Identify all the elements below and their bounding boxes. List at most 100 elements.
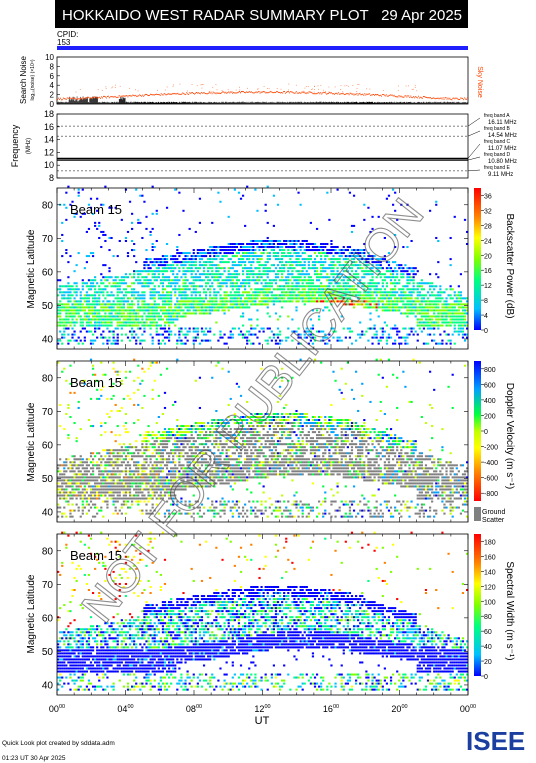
heatmap-cell <box>293 288 296 291</box>
heatmap-cell <box>389 297 393 300</box>
heatmap-cell <box>334 330 337 333</box>
heatmap-cell <box>139 221 142 224</box>
sky-noise-scatter <box>227 89 229 91</box>
heatmap-cell <box>359 249 362 252</box>
sky-noise-point <box>266 91 268 93</box>
heatmap-cell <box>211 261 214 264</box>
heatmap-cell <box>408 279 411 282</box>
heatmap-cell <box>297 327 300 330</box>
sky-noise-scatter <box>358 84 360 86</box>
heatmap-cell <box>163 270 167 273</box>
heatmap-cell <box>291 297 294 300</box>
heatmap-cell <box>217 267 220 270</box>
heatmap-cell <box>291 243 294 246</box>
heatmap-cell <box>328 252 331 255</box>
heatmap-cell <box>439 309 442 312</box>
sky-noise-scatter <box>340 85 342 87</box>
heatmap-cell <box>248 246 251 249</box>
heatmap-cell <box>192 285 195 288</box>
heatmap-cell <box>141 294 144 297</box>
heatmap-cell <box>100 306 103 309</box>
heatmap-cell <box>383 276 386 279</box>
heatmap-cell <box>235 270 239 273</box>
heatmap-cell <box>153 318 156 321</box>
heatmap-cell <box>170 318 173 321</box>
heatmap-cell <box>449 342 452 345</box>
heatmap-cell <box>363 294 366 297</box>
heatmap-cell <box>305 294 308 297</box>
sky-noise-point <box>177 92 179 94</box>
heatmap-cell <box>404 264 407 267</box>
heatmap-cell <box>211 221 214 224</box>
heatmap-cell <box>268 300 271 303</box>
heatmap-cell <box>157 315 160 318</box>
heatmap-cell <box>118 297 121 300</box>
heatmap-cell <box>406 246 409 249</box>
heatmap-cell <box>165 279 169 282</box>
heatmap-cell <box>190 282 193 285</box>
heatmap-cell <box>178 336 181 339</box>
heatmap-cell <box>192 264 195 267</box>
heatmap-cell <box>281 306 284 309</box>
heatmap-cell <box>182 252 185 255</box>
sky-noise-point <box>98 97 100 99</box>
heatmap-cell <box>418 321 421 324</box>
sky-noise-point <box>400 95 402 97</box>
heatmap-cell <box>59 318 62 321</box>
heatmap-cell <box>326 243 329 246</box>
heatmap-cell <box>122 276 125 279</box>
heatmap-cell <box>461 297 465 300</box>
sky-noise-label: Sky Noise <box>476 66 483 98</box>
heatmap-cell <box>221 285 224 288</box>
sky-noise-point <box>337 92 339 94</box>
heatmap-cell <box>120 339 123 342</box>
heatmap-cell <box>198 312 202 315</box>
heatmap-cell <box>461 306 465 309</box>
heatmap-cell <box>83 212 86 215</box>
sky-noise-point <box>379 94 381 96</box>
heatmap-cell <box>139 279 142 282</box>
heatmap-cell <box>143 303 146 306</box>
heatmap-cell <box>357 282 360 285</box>
sky-noise-point <box>390 94 392 96</box>
heatmap-cell <box>246 243 249 246</box>
heatmap-cell <box>394 327 397 330</box>
heatmap-cell <box>250 324 253 327</box>
sky-noise-point <box>96 97 98 99</box>
heatmap-cell <box>246 336 249 339</box>
heatmap-cell <box>256 294 259 297</box>
heatmap-cell <box>188 306 191 309</box>
sky-noise-point <box>331 93 333 95</box>
heatmap-cell <box>449 324 452 327</box>
heatmap-cell <box>400 264 403 267</box>
heatmap-cell <box>369 282 372 285</box>
heatmap-cell <box>98 318 101 321</box>
heatmap-cell <box>272 288 276 291</box>
heatmap-cell <box>268 239 271 242</box>
heatmap-cell <box>59 300 62 303</box>
heatmap-cell <box>116 309 119 312</box>
heatmap-cell <box>239 249 243 252</box>
heatmap-cell <box>143 291 146 294</box>
heatmap-cell <box>387 300 391 303</box>
heatmap-cell <box>241 255 245 258</box>
heatmap-cell <box>231 288 234 291</box>
heatmap-cell <box>65 309 68 312</box>
heatmap-cell <box>239 243 243 246</box>
heatmap-cell <box>283 279 286 282</box>
heatmap-cell <box>135 318 138 321</box>
sky-noise-point <box>278 92 280 94</box>
heatmap-cell <box>104 285 107 288</box>
heatmap-cell <box>431 300 434 303</box>
heatmap-cell <box>293 291 296 294</box>
heatmap-cell <box>307 276 310 279</box>
sky-noise-point <box>404 95 406 97</box>
sky-noise-point <box>242 91 244 93</box>
heatmap-cell <box>141 270 144 273</box>
heatmap-cell <box>69 321 72 324</box>
heatmap-cell <box>334 252 337 255</box>
heatmap-cell <box>194 273 197 276</box>
heatmap-cell <box>402 336 405 339</box>
heatmap-cell <box>311 243 315 246</box>
heatmap-cell <box>357 255 360 258</box>
